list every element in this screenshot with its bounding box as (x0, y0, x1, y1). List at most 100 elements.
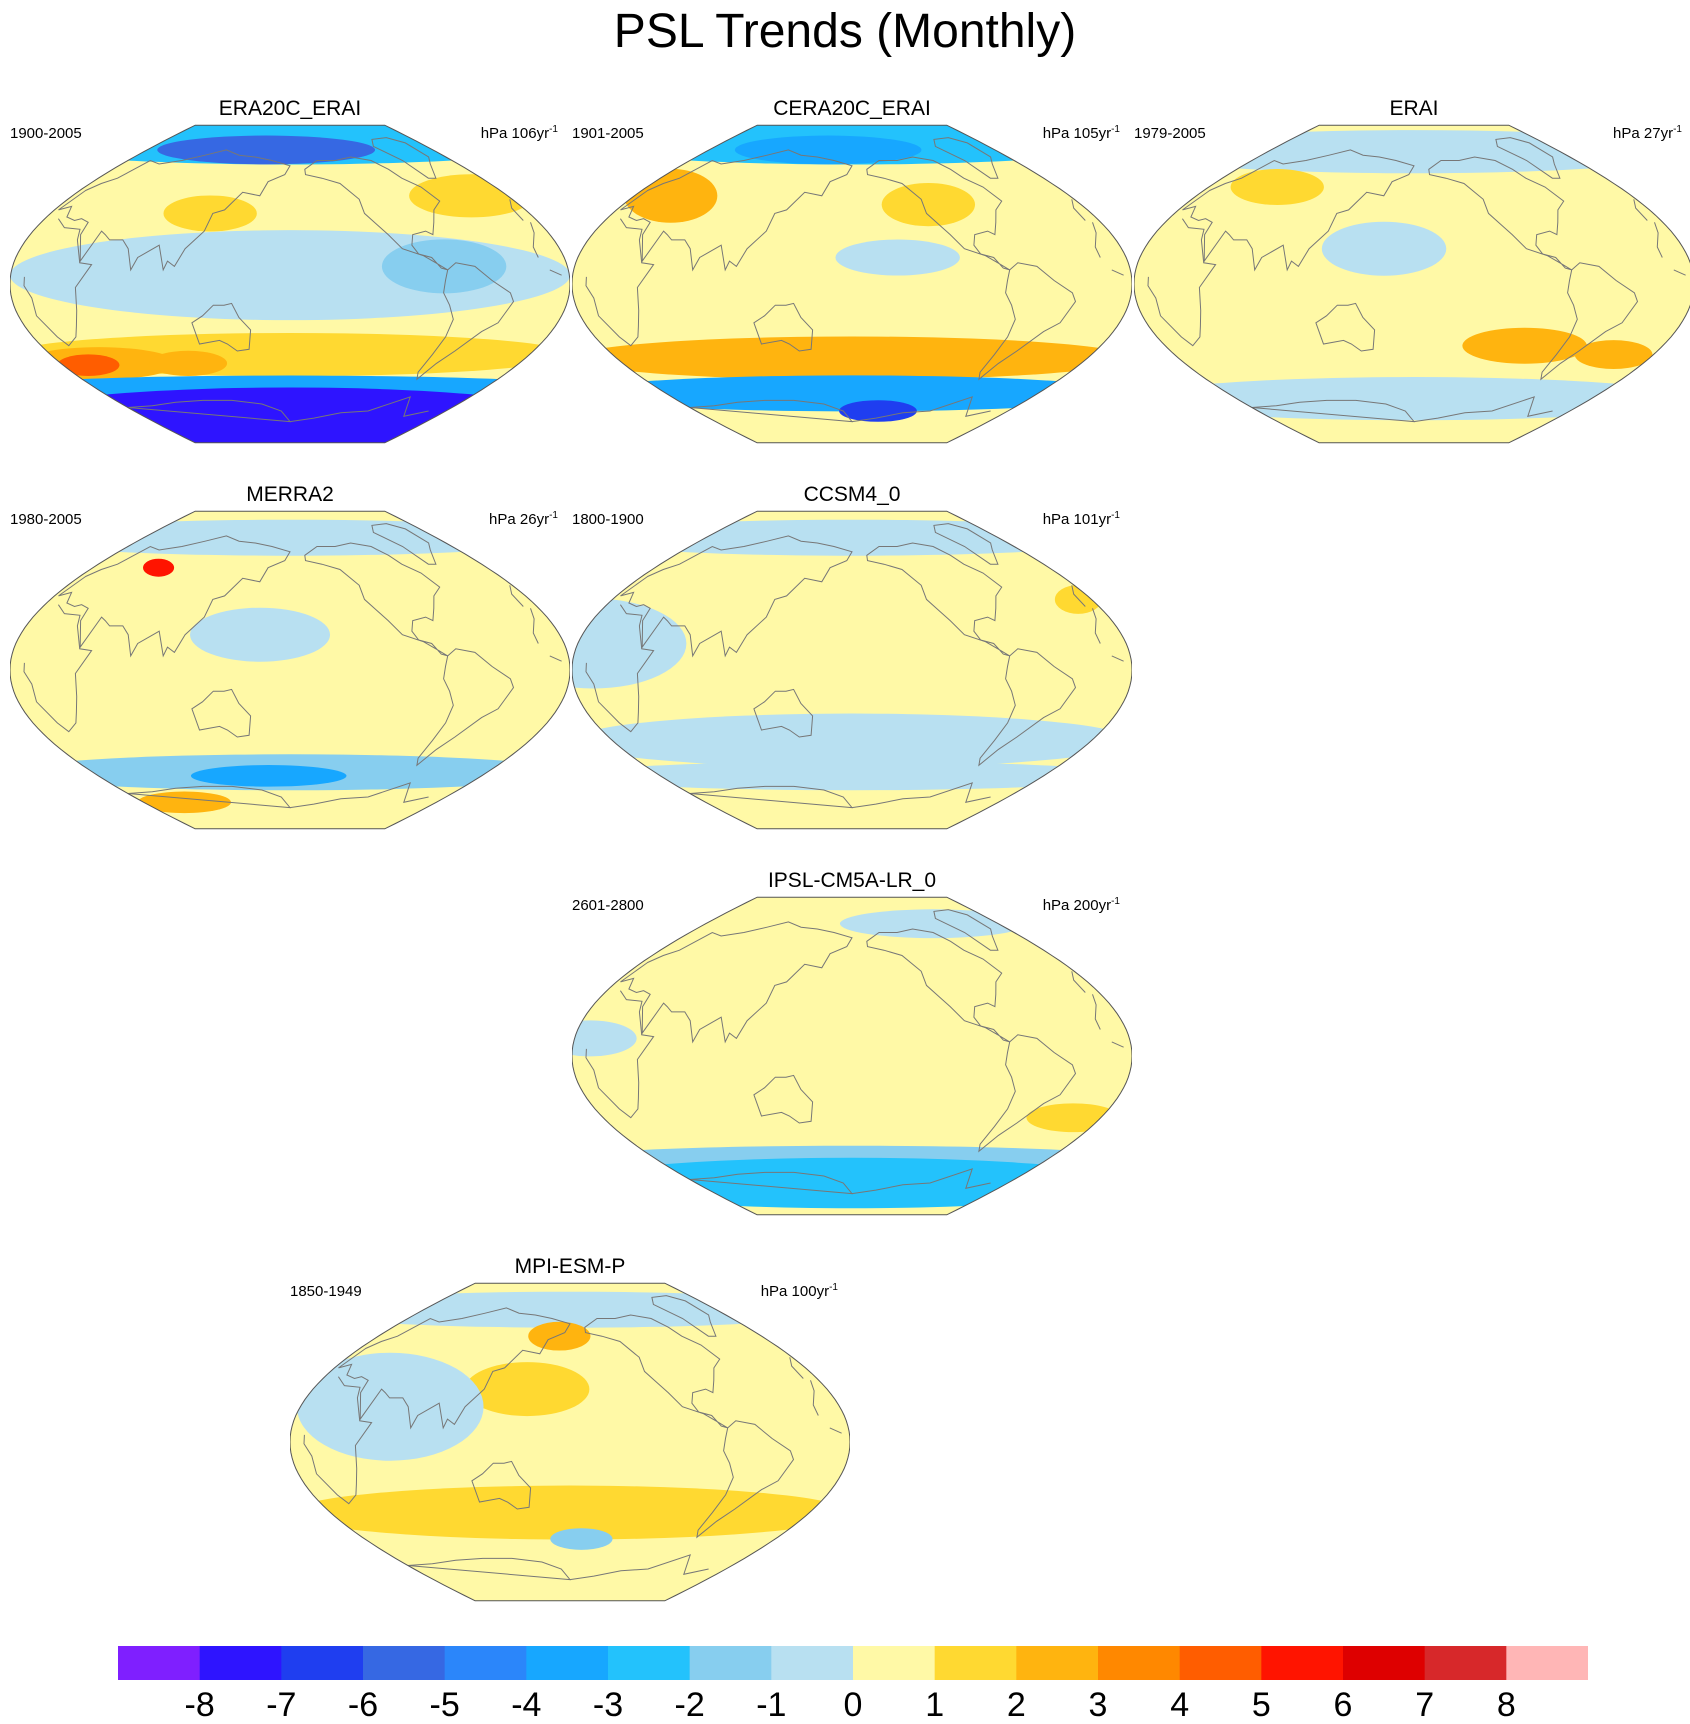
panel-title: MERRA2 (246, 483, 334, 506)
panel-units: hPa 27yr-1 (1613, 124, 1682, 142)
map-panel-ccsm4: CCSM4_0 1800-1900 hPa 101yr-1 (572, 482, 1132, 832)
coastline (191, 302, 252, 352)
coastline (1182, 149, 1648, 272)
coastline (407, 1554, 709, 1581)
coastline (866, 928, 1010, 1043)
panel-units: hPa 200yr-1 (1042, 896, 1120, 914)
map-panel-mpi-esm-p: MPI-ESM-P 1850-1949 hPa 100yr-1 (290, 1254, 850, 1604)
coastline (689, 1168, 991, 1195)
colorbar-box (853, 1646, 936, 1680)
coastline (933, 909, 999, 951)
map-border (572, 510, 1132, 830)
coastline (696, 1420, 795, 1539)
colorbar-label: 1 (925, 1686, 944, 1720)
colorbar-box (1179, 1646, 1262, 1680)
coastline (585, 990, 1124, 1119)
coastline (416, 262, 515, 381)
panel-period: 1901-2005 (572, 125, 644, 142)
colorbar-label: 8 (1497, 1686, 1516, 1720)
trend-region (1026, 1103, 1120, 1133)
panel-period: 2601-2800 (572, 897, 644, 914)
trend-region (881, 183, 976, 227)
trend-region (528, 1321, 591, 1351)
coastline (866, 542, 1010, 657)
colorbar-label: 0 (844, 1686, 863, 1720)
colorbar: -8 -7 -6 -5 -4 -3 -2 -1 0 1 2 3 4 5 6 7 8 (118, 1646, 1588, 1720)
trend-region (734, 135, 922, 165)
trend-region (839, 909, 1027, 939)
panel-title: ERA20C_ERAI (218, 97, 362, 120)
coastline (933, 523, 999, 565)
map-border (290, 1282, 850, 1602)
coastline (127, 396, 429, 423)
colorbar-box (444, 1646, 527, 1680)
coastline (978, 1034, 1077, 1153)
robinson-map (572, 124, 1132, 444)
coastline (304, 542, 448, 657)
colorbar-box (363, 1646, 446, 1680)
trend-region (290, 1291, 850, 1328)
coastline (753, 302, 814, 352)
colorbar-label: 2 (1007, 1686, 1026, 1720)
trend-region (57, 354, 120, 376)
coastline (1540, 262, 1639, 381)
trend-region (1230, 168, 1324, 205)
coastline (689, 782, 991, 809)
trend-region (10, 387, 570, 443)
trend-region (572, 598, 687, 689)
trend-region (623, 168, 718, 223)
map-border (1134, 124, 1690, 444)
panel-units: hPa 26yr-1 (489, 510, 558, 528)
trend-region (839, 400, 917, 422)
coastline (978, 262, 1077, 381)
colorbar-box (608, 1646, 691, 1680)
trend-region (137, 791, 232, 814)
colorbar-box (118, 1646, 201, 1680)
trend-region (149, 350, 228, 376)
map-border (10, 510, 570, 830)
coastline (58, 149, 524, 272)
panel-period: 1800-1900 (572, 511, 644, 528)
colorbar-box (934, 1646, 1017, 1680)
colorbar-box (526, 1646, 609, 1680)
panel-title: CCSM4_0 (803, 483, 901, 506)
trend-region (1134, 130, 1690, 174)
colorbar-label: -8 (185, 1686, 215, 1720)
trend-region (1134, 377, 1690, 421)
panel-units: hPa 100yr-1 (760, 1282, 838, 1300)
colorbar-box (1343, 1646, 1426, 1680)
panel-period: 1980-2005 (10, 511, 82, 528)
colorbar-label: -7 (266, 1686, 296, 1720)
trend-region (381, 239, 507, 294)
trend-region (572, 761, 1132, 791)
map-panel-era20c-erai: ERA20C_ERAI 1900-2005 hPa 106yr-1 (10, 96, 570, 446)
robinson-map (572, 896, 1132, 1216)
colorbar-label: -1 (756, 1686, 786, 1720)
colorbar-box (199, 1646, 282, 1680)
colorbar-label: 3 (1089, 1686, 1108, 1720)
colorbar-label: -6 (348, 1686, 378, 1720)
coastline (584, 1314, 728, 1429)
map-border (10, 124, 570, 444)
coastline (978, 648, 1077, 767)
trend-region (190, 607, 331, 662)
colorbar-label: 5 (1252, 1686, 1271, 1720)
colorbar-label: -3 (593, 1686, 623, 1720)
coastline (753, 1074, 814, 1124)
trend-region (550, 1528, 613, 1550)
map-panel-ipsl-cm5a-lr: IPSL-CM5A-LR_0 2601-2800 hPa 200yr-1 (572, 868, 1132, 1218)
coastline (371, 137, 437, 179)
trend-region (163, 195, 257, 232)
robinson-map (10, 124, 570, 444)
coastline (338, 1307, 804, 1430)
panel-title: ERAI (1389, 97, 1439, 120)
coastline (620, 535, 1086, 658)
trend-region (572, 1157, 1132, 1209)
panel-period: 1979-2005 (1134, 125, 1206, 142)
trend-region (1574, 340, 1653, 369)
trend-region (190, 765, 347, 787)
trend-region (10, 519, 570, 556)
coastline (1147, 218, 1686, 347)
colorbar-box (1261, 1646, 1344, 1680)
coastline (58, 535, 524, 658)
